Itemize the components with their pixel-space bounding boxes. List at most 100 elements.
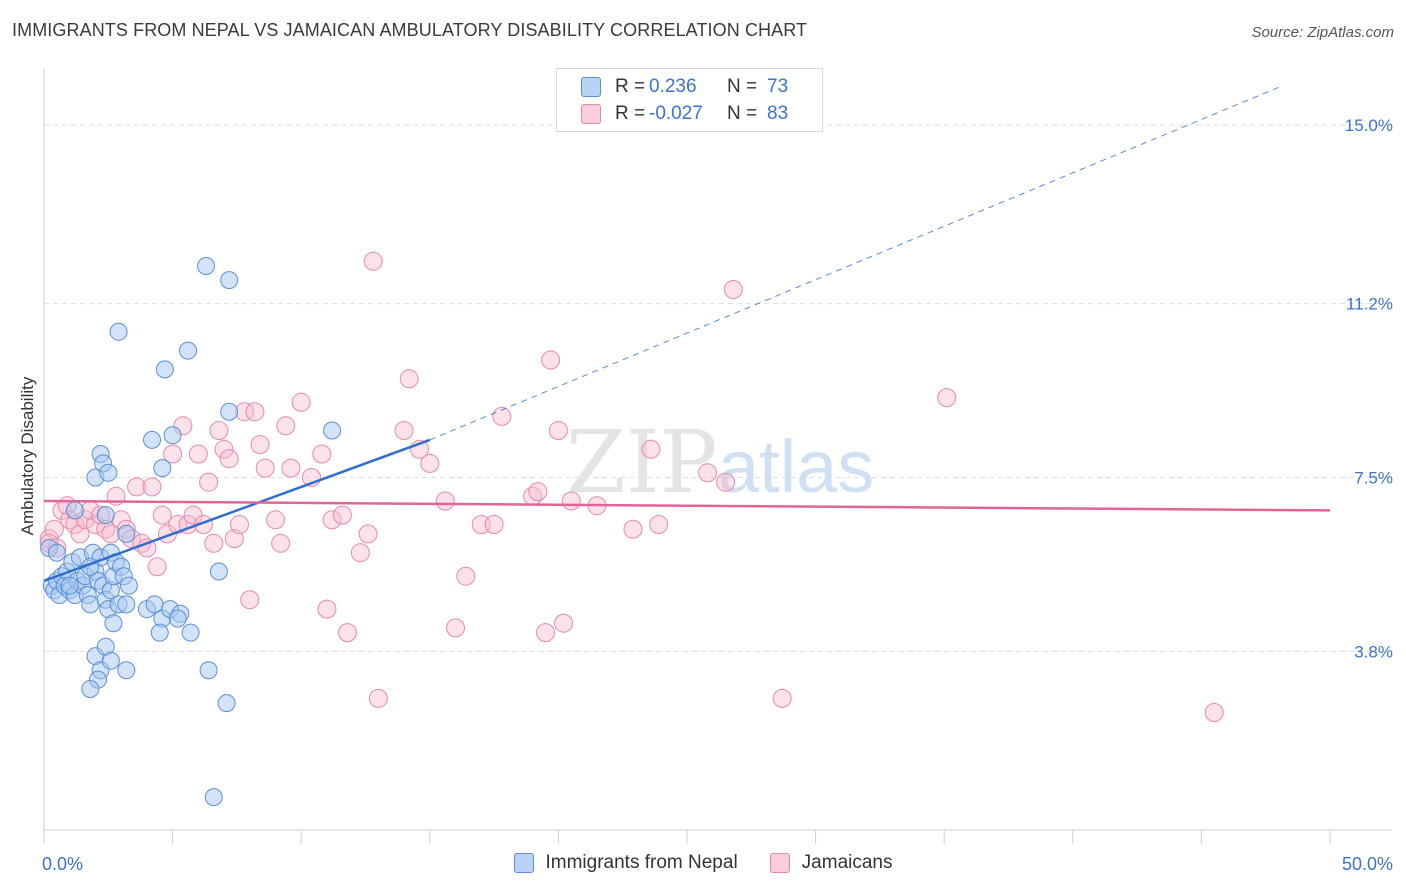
x-tick-label: 50.0% (1342, 854, 1393, 874)
jamaicans-point (229, 515, 249, 534)
nepal-point (209, 562, 228, 581)
jamaicans-point (1204, 703, 1224, 722)
series-nepal (40, 257, 342, 807)
legend-n-value: 83 (767, 103, 789, 124)
trend-lines (43, 86, 1331, 583)
jamaicans-point (224, 529, 244, 549)
nepal-point (117, 661, 136, 680)
nepal-point (163, 426, 182, 445)
watermark-zip: ZIP (566, 413, 718, 513)
nepal-point (181, 623, 200, 642)
nepal-point (81, 595, 100, 614)
nepal-point (47, 543, 66, 562)
jamaicans-point (548, 421, 568, 440)
jamaicans-point (204, 533, 224, 553)
jamaicans-point (147, 557, 167, 577)
jamaicans-point (317, 599, 337, 619)
jamaicans-point (554, 613, 574, 633)
series-legend-label-nepal: Immigrants from Nepal (545, 852, 738, 873)
jamaicans-point (561, 491, 581, 511)
x-tick-labels: 0.0% 50.0% (42, 854, 1393, 874)
x-tick-label: 0.0% (42, 854, 83, 874)
legend-swatch-jamaicans (581, 104, 601, 124)
jamaicans-point (312, 444, 332, 464)
nepal-point (179, 341, 198, 360)
nepal-point (204, 788, 223, 807)
jamaicans-point (250, 435, 270, 455)
y-tick-label: 3.8% (1354, 642, 1393, 661)
nepal-point (104, 614, 123, 633)
nepal-point (217, 694, 236, 713)
legend-r-value: 0.236 (649, 76, 697, 97)
legend-n-label: N = (727, 103, 758, 124)
jamaicans-point (332, 505, 352, 525)
jamaicans-point (214, 439, 234, 459)
nepal-point (119, 576, 138, 595)
nepal-point (155, 360, 174, 379)
source-label: Source: ZipAtlas.com (1251, 24, 1394, 41)
legend-n-value: 73 (767, 76, 789, 97)
jamaicans-point (137, 538, 157, 558)
y-tick-label: 11.2% (1346, 295, 1393, 314)
jamaicans-point (358, 524, 378, 544)
jamaicans-point (245, 402, 265, 422)
legend-swatch-nepal (581, 77, 601, 97)
legend: R = 0.236 N = 73 R = -0.027 N = 83 (556, 68, 823, 132)
jamaicans-point (240, 590, 260, 610)
jamaicans-point (420, 453, 440, 473)
jamaicans-point (350, 543, 370, 563)
nepal-point (168, 609, 187, 628)
jamaicans-point (363, 251, 383, 271)
legend-row-jamaicans: R = -0.027 N = 83 (581, 101, 788, 127)
jamaicans-point (394, 421, 414, 440)
nepal-point (99, 463, 118, 482)
jamaicans-point (641, 439, 661, 459)
nepal-point (323, 421, 342, 440)
nepal-point (197, 257, 216, 275)
legend-row-nepal: R = 0.236 N = 73 (581, 74, 788, 100)
nepal-point (220, 271, 239, 290)
jamaicans-point (209, 421, 229, 440)
jamaicans-point (435, 491, 455, 511)
jamaicans-point (446, 618, 466, 638)
series-legend-nepal: Immigrants from Nepal (513, 852, 738, 874)
y-tick-labels: 3.8% 7.5% 11.2% 15.0% (1345, 116, 1393, 661)
jamaicans-point (44, 519, 64, 539)
y-tick-label: 7.5% (1354, 469, 1393, 488)
jamaicans-point (219, 449, 239, 469)
legend-r-label: R = (615, 103, 646, 124)
jamaicans-point (649, 515, 669, 534)
nepal-point (81, 680, 100, 698)
jamaicans-point (456, 566, 476, 586)
y-axis-label: Ambulatory Disability (18, 376, 37, 536)
nepal-trend-line (43, 438, 431, 583)
series-legend-jamaicans: Jamaicans (769, 852, 893, 874)
jamaicans-point (399, 369, 419, 389)
nepal-point (220, 402, 239, 421)
nepal-point (60, 576, 79, 595)
nepal-point (117, 524, 136, 543)
jamaicans-point (199, 472, 219, 492)
jamaicans-point (536, 623, 556, 643)
series-legend: Immigrants from Nepal Jamaicans (0, 852, 1406, 874)
nepal-point (150, 623, 169, 642)
jamaicans-point (716, 472, 736, 492)
jamaicans-point (528, 482, 548, 502)
jamaicans-point (541, 350, 561, 370)
jamaicans-point (152, 505, 172, 525)
nepal-point (199, 661, 218, 680)
axes (43, 68, 1392, 844)
jamaicans-point (484, 515, 504, 534)
jamaicans-point (271, 533, 291, 553)
jamaicans-point (291, 392, 311, 412)
jamaicans-point (255, 458, 275, 478)
watermark-atlas: atlas (718, 425, 874, 508)
jamaicans-trend-line (43, 499, 1331, 512)
jamaicans-point (163, 444, 183, 464)
jamaicans-point (265, 510, 285, 530)
jamaicans-point (368, 688, 388, 708)
jamaicans-point (937, 388, 957, 408)
nepal-point (117, 595, 136, 614)
jamaicans-point (188, 444, 208, 464)
